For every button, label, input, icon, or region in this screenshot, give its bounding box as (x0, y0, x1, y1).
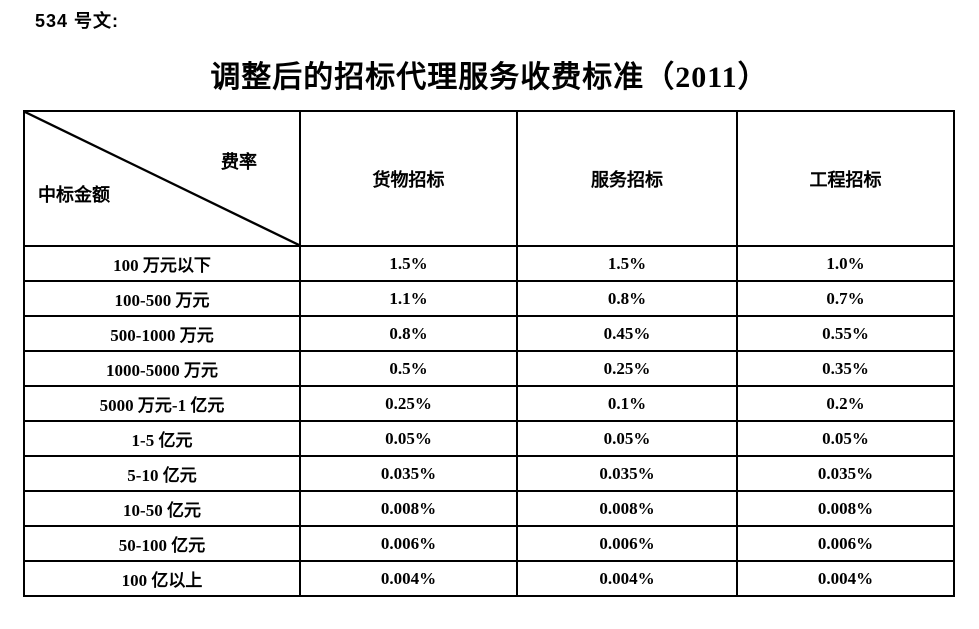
corner-label-amount: 中标金额 (38, 185, 110, 205)
table-row: 1000-5000 万元 0.5% 0.25% 0.35% (23, 350, 955, 387)
rate-cell: 0.004% (736, 560, 955, 597)
rate-cell: 0.7% (736, 280, 955, 317)
rate-cell: 1.5% (516, 245, 738, 282)
rate-cell: 0.25% (299, 385, 518, 422)
column-header-services: 服务招标 (516, 110, 738, 247)
rate-cell: 0.008% (736, 490, 955, 527)
rate-cell: 0.05% (736, 420, 955, 457)
rate-cell: 0.8% (516, 280, 738, 317)
row-label: 1-5 亿元 (23, 420, 301, 457)
rate-cell: 0.25% (516, 350, 738, 387)
rate-cell: 0.5% (299, 350, 518, 387)
rate-cell: 0.05% (516, 420, 738, 457)
row-label: 50-100 亿元 (23, 525, 301, 562)
rate-cell: 0.006% (516, 525, 738, 562)
rate-cell: 0.05% (299, 420, 518, 457)
rate-cell: 0.55% (736, 315, 955, 352)
row-label: 100 亿以上 (23, 560, 301, 597)
row-label: 100 万元以下 (23, 245, 301, 282)
rate-cell: 1.0% (736, 245, 955, 282)
table-row: 1-5 亿元 0.05% 0.05% 0.05% (23, 420, 955, 457)
rate-cell: 0.035% (736, 455, 955, 492)
fee-rate-table: 费率 中标金额 货物招标 服务招标 工程招标 100 万元以下 1.5% 1.5… (23, 110, 955, 597)
rate-cell: 0.45% (516, 315, 738, 352)
table-row: 10-50 亿元 0.008% 0.008% 0.008% (23, 490, 955, 527)
row-label: 1000-5000 万元 (23, 350, 301, 387)
row-label: 500-1000 万元 (23, 315, 301, 352)
corner-label-rate: 费率 (221, 152, 257, 172)
rate-cell: 0.8% (299, 315, 518, 352)
rate-cell: 0.008% (516, 490, 738, 527)
rate-cell: 0.1% (516, 385, 738, 422)
rate-cell: 0.035% (516, 455, 738, 492)
rate-cell: 0.2% (736, 385, 955, 422)
page-title: 调整后的招标代理服务收费标准（2011） (210, 61, 769, 94)
table-row: 5000 万元-1 亿元 0.25% 0.1% 0.2% (23, 385, 955, 422)
row-label: 5000 万元-1 亿元 (23, 385, 301, 422)
rate-cell: 0.006% (299, 525, 518, 562)
diagonal-corner-cell: 费率 中标金额 (23, 110, 301, 247)
row-label: 10-50 亿元 (23, 490, 301, 527)
rate-cell: 0.004% (299, 560, 518, 597)
row-label: 100-500 万元 (23, 280, 301, 317)
column-header-goods: 货物招标 (299, 110, 518, 247)
table-row: 100-500 万元 1.1% 0.8% 0.7% (23, 280, 955, 317)
table-header-row: 费率 中标金额 货物招标 服务招标 工程招标 (23, 110, 955, 247)
rate-cell: 0.008% (299, 490, 518, 527)
rate-cell: 0.035% (299, 455, 518, 492)
rate-cell: 1.1% (299, 280, 518, 317)
row-label: 5-10 亿元 (23, 455, 301, 492)
rate-cell: 1.5% (299, 245, 518, 282)
rate-cell: 0.006% (736, 525, 955, 562)
table-row: 5-10 亿元 0.035% 0.035% 0.035% (23, 455, 955, 492)
column-header-engineering: 工程招标 (736, 110, 955, 247)
doc-number-label: 534 号文: (35, 11, 120, 31)
table-row: 100 亿以上 0.004% 0.004% 0.004% (23, 560, 955, 597)
table-row: 100 万元以下 1.5% 1.5% 1.0% (23, 245, 955, 282)
table-row: 50-100 亿元 0.006% 0.006% 0.006% (23, 525, 955, 562)
table-row: 500-1000 万元 0.8% 0.45% 0.55% (23, 315, 955, 352)
diagonal-divider-line (26, 113, 298, 244)
rate-cell: 0.004% (516, 560, 738, 597)
rate-cell: 0.35% (736, 350, 955, 387)
